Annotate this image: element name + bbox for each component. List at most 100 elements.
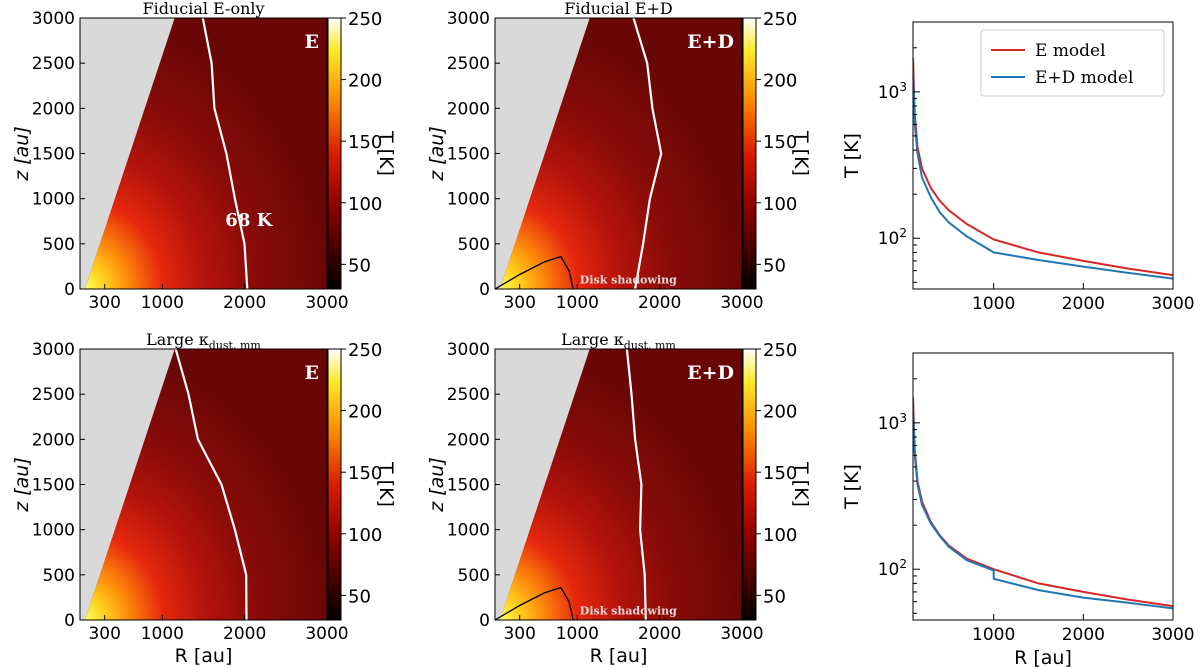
y-tick-label: 2500	[447, 385, 490, 405]
colorbar-tick-label: 250	[763, 9, 797, 30]
outflow-cavity	[80, 349, 175, 620]
colorbar-tick-label: 250	[348, 9, 382, 30]
x-tick-label: 300	[88, 293, 120, 313]
panel-title: Fiducial E-only	[142, 0, 264, 18]
legend: E model E+D model	[980, 29, 1165, 97]
colorbar-label: T [K]	[790, 461, 812, 507]
x-axis-label: R [au]	[175, 645, 233, 667]
y-tick-label: 3000	[32, 9, 75, 29]
legend-box	[980, 29, 1165, 97]
y-tick-label: 1500	[32, 145, 75, 165]
y-tick-label: 0	[64, 280, 75, 300]
power-exponent: 3	[899, 411, 907, 425]
model-tag: E	[305, 362, 319, 384]
colorbar-tick-label: 50	[763, 255, 786, 276]
y-tick-label: 500	[43, 235, 75, 255]
y-tick-label: 3000	[32, 340, 75, 360]
power-exponent: 2	[899, 226, 907, 240]
outflow-cavity	[495, 349, 590, 620]
panel-title: Large κdust, mm	[146, 330, 261, 352]
y-tick-label: 1000	[32, 190, 75, 210]
contour-label: 68 K	[225, 210, 273, 231]
series-line-ed-model	[913, 406, 1173, 610]
y-tick-label: 2000	[447, 99, 490, 119]
y-tick-label: 500	[43, 566, 75, 586]
iso-temperature-contour	[632, 18, 663, 289]
x-tick-label: 2000	[1062, 625, 1105, 645]
colorbar-tick-label: 50	[348, 255, 371, 276]
heatmap-panel-3: 300 1000 2000 3000 0 500 1000 1500 2000 2500 3000 L…	[11, 330, 349, 667]
x-tick-label: 3000	[720, 293, 763, 313]
y-tick-label: 0	[479, 280, 490, 300]
power-exponent: 3	[899, 80, 907, 94]
y-tick-label: 102	[878, 226, 907, 249]
series-line-e-model	[913, 397, 1173, 608]
y-tick-label: 3000	[447, 9, 490, 29]
x-tick-label: 1000	[972, 625, 1015, 645]
y-tick-label: 2000	[32, 99, 75, 119]
x-axis-label: R [au]	[590, 645, 648, 667]
colorbar-tick-label: 150	[763, 463, 797, 484]
disk-shadow-boundary	[494, 255, 574, 290]
temperature-field	[84, 18, 327, 289]
y-axis-label: T [K]	[841, 133, 863, 179]
colorbar-tick-label: 200	[763, 71, 797, 92]
x-tick-label: 3000	[1151, 294, 1194, 314]
y-tick-label: 1000	[32, 521, 75, 541]
x-tick-label: 1000	[556, 624, 599, 644]
colorbar-3: 50 100 150 200 250 T [K]	[327, 340, 397, 621]
heatmap-panel-4: 300 1000 2000 3000 0 500 1000 1500 2000 2500 3000 L…	[426, 330, 764, 667]
colorbar-tick-label: 150	[763, 132, 797, 153]
y-axis-label: z [au]	[11, 126, 33, 182]
panel-title-main: Large κ	[561, 330, 624, 349]
power-base: 10	[878, 229, 900, 249]
panel-title-main: Large κ	[146, 330, 209, 349]
colorbar-tick-label: 150	[348, 132, 382, 153]
y-tick-label: 3000	[447, 340, 490, 360]
heatmap-panel-1: 300 1000 2000 3000 0 500 1000 1500 2000 2500 3000 F…	[11, 0, 349, 313]
colorbar-tick-label: 150	[348, 463, 382, 484]
panel-title-subscript: dust, mm	[209, 339, 262, 352]
y-tick-label: 500	[458, 566, 490, 586]
y-tick-label: 0	[64, 611, 75, 631]
model-tag: E+D	[687, 31, 734, 53]
x-tick-label: 1000	[141, 293, 184, 313]
x-tick-label: 2000	[638, 293, 681, 313]
colorbar-scale	[327, 17, 342, 290]
disk-shadowing-label: Disk shadowing	[580, 605, 677, 618]
colorbar-tick-label: 200	[348, 402, 382, 423]
y-tick-label: 1500	[447, 145, 490, 165]
panel-title: Fiducial E+D	[564, 0, 673, 18]
y-axis-label: z [au]	[426, 457, 448, 513]
y-tick-label: 1000	[447, 190, 490, 210]
y-tick-label: 0	[479, 611, 490, 631]
panel-title: Large κdust, mm	[561, 330, 676, 352]
model-tag: E	[305, 31, 319, 53]
colorbar-2: 50 100 150 200 250 T [K]	[742, 9, 812, 290]
colorbar-label: T [K]	[375, 461, 397, 507]
colorbar-tick-label: 200	[348, 71, 382, 92]
colorbar-tick-label: 250	[348, 340, 382, 361]
temperature-field	[499, 349, 742, 620]
temperature-field	[499, 18, 742, 289]
disk-shadow-boundary	[494, 586, 574, 621]
colorbar-tick-label: 100	[348, 194, 382, 215]
heatmap-panel-2: 300 1000 2000 3000 0 500 1000 1500 2000 2500 3000 F…	[426, 0, 764, 313]
plot-frame	[912, 352, 1174, 621]
x-tick-label: 1000	[556, 293, 599, 313]
series-line-ed-model	[913, 70, 1173, 280]
legend-label: E+D model	[1035, 68, 1133, 88]
y-axis-label: z [au]	[11, 457, 33, 513]
y-tick-label: 103	[878, 80, 907, 103]
y-axis-label: z [au]	[426, 126, 448, 182]
plot-frame	[912, 21, 1174, 290]
x-axis-label: R [au]	[1014, 647, 1072, 668]
colorbar-1: 50 100 150 200 250 T [K]	[327, 9, 397, 290]
x-tick-label: 3000	[1151, 625, 1194, 645]
colorbar-scale	[742, 17, 757, 290]
y-axis-label: T [K]	[841, 464, 863, 510]
colorbar-tick-label: 250	[763, 340, 797, 361]
y-tick-label: 103	[878, 411, 907, 434]
colorbar-scale	[327, 348, 342, 621]
